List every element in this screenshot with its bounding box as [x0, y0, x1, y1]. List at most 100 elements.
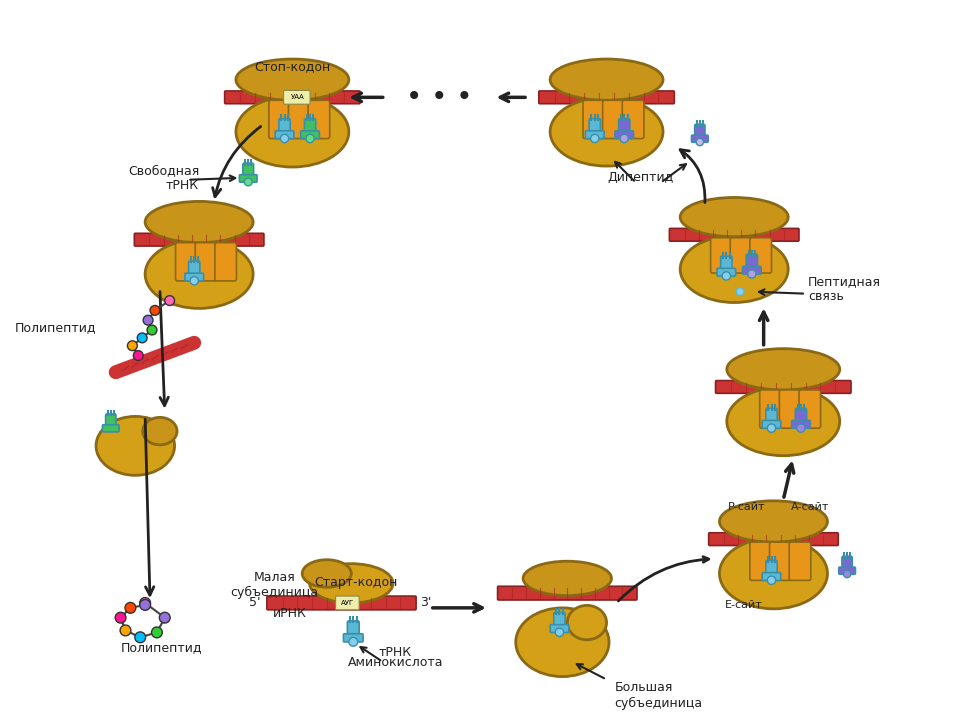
Circle shape	[190, 276, 199, 285]
FancyBboxPatch shape	[176, 243, 197, 281]
Ellipse shape	[145, 240, 253, 308]
FancyBboxPatch shape	[710, 238, 732, 273]
FancyBboxPatch shape	[615, 131, 634, 139]
Circle shape	[844, 570, 851, 577]
FancyBboxPatch shape	[288, 100, 310, 138]
Text: тРНК: тРНК	[379, 646, 412, 659]
FancyBboxPatch shape	[243, 163, 253, 180]
Circle shape	[620, 135, 629, 143]
Ellipse shape	[681, 197, 788, 237]
FancyBboxPatch shape	[195, 243, 217, 281]
FancyBboxPatch shape	[304, 119, 316, 137]
Circle shape	[555, 628, 564, 636]
FancyBboxPatch shape	[839, 567, 855, 575]
Circle shape	[736, 288, 744, 296]
FancyBboxPatch shape	[717, 269, 735, 276]
Circle shape	[140, 600, 151, 611]
Circle shape	[133, 351, 143, 361]
FancyBboxPatch shape	[103, 425, 119, 432]
Ellipse shape	[96, 416, 175, 475]
Ellipse shape	[550, 59, 663, 100]
FancyBboxPatch shape	[762, 420, 780, 428]
FancyBboxPatch shape	[300, 131, 320, 139]
FancyBboxPatch shape	[750, 238, 772, 273]
FancyBboxPatch shape	[106, 414, 116, 430]
Text: Дипептид: Дипептид	[608, 171, 674, 184]
Circle shape	[115, 612, 126, 623]
Ellipse shape	[550, 97, 663, 166]
FancyBboxPatch shape	[766, 560, 778, 578]
Circle shape	[137, 333, 147, 343]
Text: Е-сайт: Е-сайт	[725, 600, 763, 610]
FancyBboxPatch shape	[780, 390, 801, 428]
Text: Р-сайт: Р-сайт	[728, 502, 766, 512]
FancyBboxPatch shape	[721, 256, 732, 274]
Circle shape	[125, 603, 135, 613]
FancyBboxPatch shape	[276, 131, 294, 139]
Circle shape	[280, 135, 289, 143]
FancyBboxPatch shape	[789, 542, 811, 580]
Ellipse shape	[143, 418, 177, 445]
Circle shape	[590, 135, 599, 143]
Text: Старт-кодон: Старт-кодон	[315, 577, 397, 590]
FancyBboxPatch shape	[185, 273, 204, 281]
FancyBboxPatch shape	[308, 100, 329, 138]
FancyBboxPatch shape	[842, 557, 852, 572]
Ellipse shape	[523, 561, 612, 595]
FancyBboxPatch shape	[766, 408, 778, 426]
Text: Пептидная
связь: Пептидная связь	[807, 275, 881, 303]
FancyBboxPatch shape	[283, 91, 310, 104]
Circle shape	[128, 341, 137, 351]
Circle shape	[696, 138, 704, 145]
FancyBboxPatch shape	[267, 596, 416, 610]
Circle shape	[306, 135, 314, 143]
Text: 5': 5'	[250, 596, 261, 609]
Circle shape	[748, 270, 756, 278]
Ellipse shape	[145, 202, 253, 243]
FancyBboxPatch shape	[583, 100, 605, 138]
Ellipse shape	[302, 559, 351, 588]
Ellipse shape	[309, 564, 393, 603]
Text: Стоп-кодон: Стоп-кодон	[254, 60, 330, 73]
Text: • • •: • • •	[406, 84, 473, 112]
Circle shape	[143, 315, 153, 325]
FancyBboxPatch shape	[708, 533, 838, 546]
Circle shape	[722, 271, 731, 280]
FancyBboxPatch shape	[586, 131, 604, 139]
FancyBboxPatch shape	[225, 91, 360, 104]
Ellipse shape	[236, 59, 348, 100]
Text: Малая
субъединица: Малая субъединица	[230, 570, 319, 598]
FancyBboxPatch shape	[731, 238, 752, 273]
Text: Свободная
тРНК: Свободная тРНК	[128, 164, 199, 192]
FancyBboxPatch shape	[799, 390, 821, 428]
FancyBboxPatch shape	[715, 381, 851, 393]
FancyBboxPatch shape	[691, 135, 708, 143]
FancyBboxPatch shape	[759, 390, 781, 428]
Circle shape	[244, 178, 252, 186]
Circle shape	[150, 305, 160, 315]
FancyBboxPatch shape	[695, 125, 705, 140]
FancyBboxPatch shape	[742, 266, 761, 274]
FancyBboxPatch shape	[746, 254, 757, 272]
FancyBboxPatch shape	[215, 243, 236, 281]
Text: УАА: УАА	[291, 94, 304, 100]
Circle shape	[159, 612, 170, 623]
FancyBboxPatch shape	[762, 572, 780, 580]
FancyBboxPatch shape	[348, 621, 359, 640]
Ellipse shape	[727, 348, 840, 390]
Circle shape	[767, 424, 776, 432]
FancyBboxPatch shape	[336, 596, 359, 610]
Circle shape	[348, 637, 358, 647]
FancyBboxPatch shape	[795, 408, 806, 426]
FancyBboxPatch shape	[279, 119, 290, 137]
Circle shape	[797, 424, 805, 432]
FancyBboxPatch shape	[188, 261, 200, 279]
Text: АУГ: АУГ	[341, 600, 354, 606]
Text: Полипептид: Полипептид	[121, 641, 203, 654]
FancyBboxPatch shape	[269, 100, 291, 138]
FancyBboxPatch shape	[239, 175, 257, 182]
Ellipse shape	[516, 608, 609, 677]
Text: А-сайт: А-сайт	[791, 502, 829, 512]
Circle shape	[134, 632, 146, 643]
FancyBboxPatch shape	[622, 100, 644, 138]
